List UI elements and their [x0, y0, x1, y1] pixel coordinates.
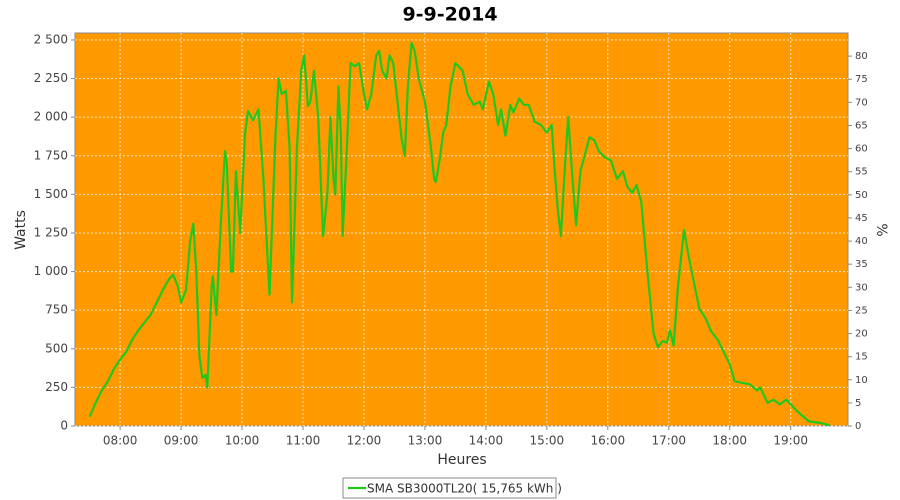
y-tick-label: 1 250	[34, 225, 68, 239]
legend-label: SMA SB3000TL20( 15,765 kWh )	[367, 482, 562, 496]
chart-title: 9-9-2014	[402, 4, 497, 26]
x-tick-label: 17:00	[651, 434, 686, 448]
x-axis-label: Heures	[437, 452, 486, 468]
y2-axis-label: %	[873, 223, 889, 236]
y-tick-label: 1 000	[34, 264, 68, 278]
y-tick-label: 750	[45, 303, 68, 317]
y2-tick-label: 65	[855, 120, 868, 131]
data-line	[88, 41, 830, 427]
x-tick-label: 18:00	[712, 434, 747, 448]
y-tick-label: 500	[45, 341, 68, 355]
x-tick-label: 10:00	[225, 434, 260, 448]
x-tick-label: 12:00	[347, 434, 382, 448]
x-tick-label: 13:00	[408, 434, 443, 448]
y-tick-label: 0	[60, 419, 68, 433]
y2-tick-label: 40	[855, 236, 868, 247]
y2-tick-label: 0	[855, 421, 861, 432]
x-tick-label: 14:00	[469, 434, 504, 448]
y-tick-label: 2 250	[34, 71, 68, 85]
x-tick-label: 09:00	[164, 434, 199, 448]
x-tick-label: 19:00	[773, 434, 808, 448]
y2-tick-label: 30	[855, 282, 868, 293]
y2-tick-label: 10	[855, 375, 868, 386]
y2-tick-label: 70	[855, 97, 868, 108]
legend-box	[342, 477, 557, 499]
x-tick-label: 15:00	[530, 434, 565, 448]
y-tick-label: 250	[45, 380, 68, 394]
y2-tick-label: 50	[855, 190, 868, 201]
y2-tick-label: 55	[855, 167, 868, 178]
x-tick-label: 16:00	[591, 434, 626, 448]
y2-tick-label: 45	[855, 213, 868, 224]
y-tick-label: 2 000	[34, 110, 68, 124]
y2-tick-label: 35	[855, 259, 868, 270]
y2-tick-label: 80	[855, 51, 868, 62]
x-tick-label: 11:00	[286, 434, 321, 448]
y2-tick-label: 60	[855, 144, 868, 155]
x-tick-label: 08:00	[103, 434, 138, 448]
plot-area	[74, 32, 849, 427]
y2-tick-label: 25	[855, 305, 868, 316]
y2-tick-label: 15	[855, 352, 868, 363]
y-tick-label: 2 500	[34, 32, 68, 46]
y-axis-label: Watts	[13, 210, 29, 250]
y2-tick-label: 20	[855, 329, 868, 340]
y2-tick-label: 75	[855, 74, 868, 85]
y2-tick-label: 5	[855, 398, 861, 409]
y-tick-label: 1 750	[34, 148, 68, 162]
y-tick-label: 1 500	[34, 187, 68, 201]
